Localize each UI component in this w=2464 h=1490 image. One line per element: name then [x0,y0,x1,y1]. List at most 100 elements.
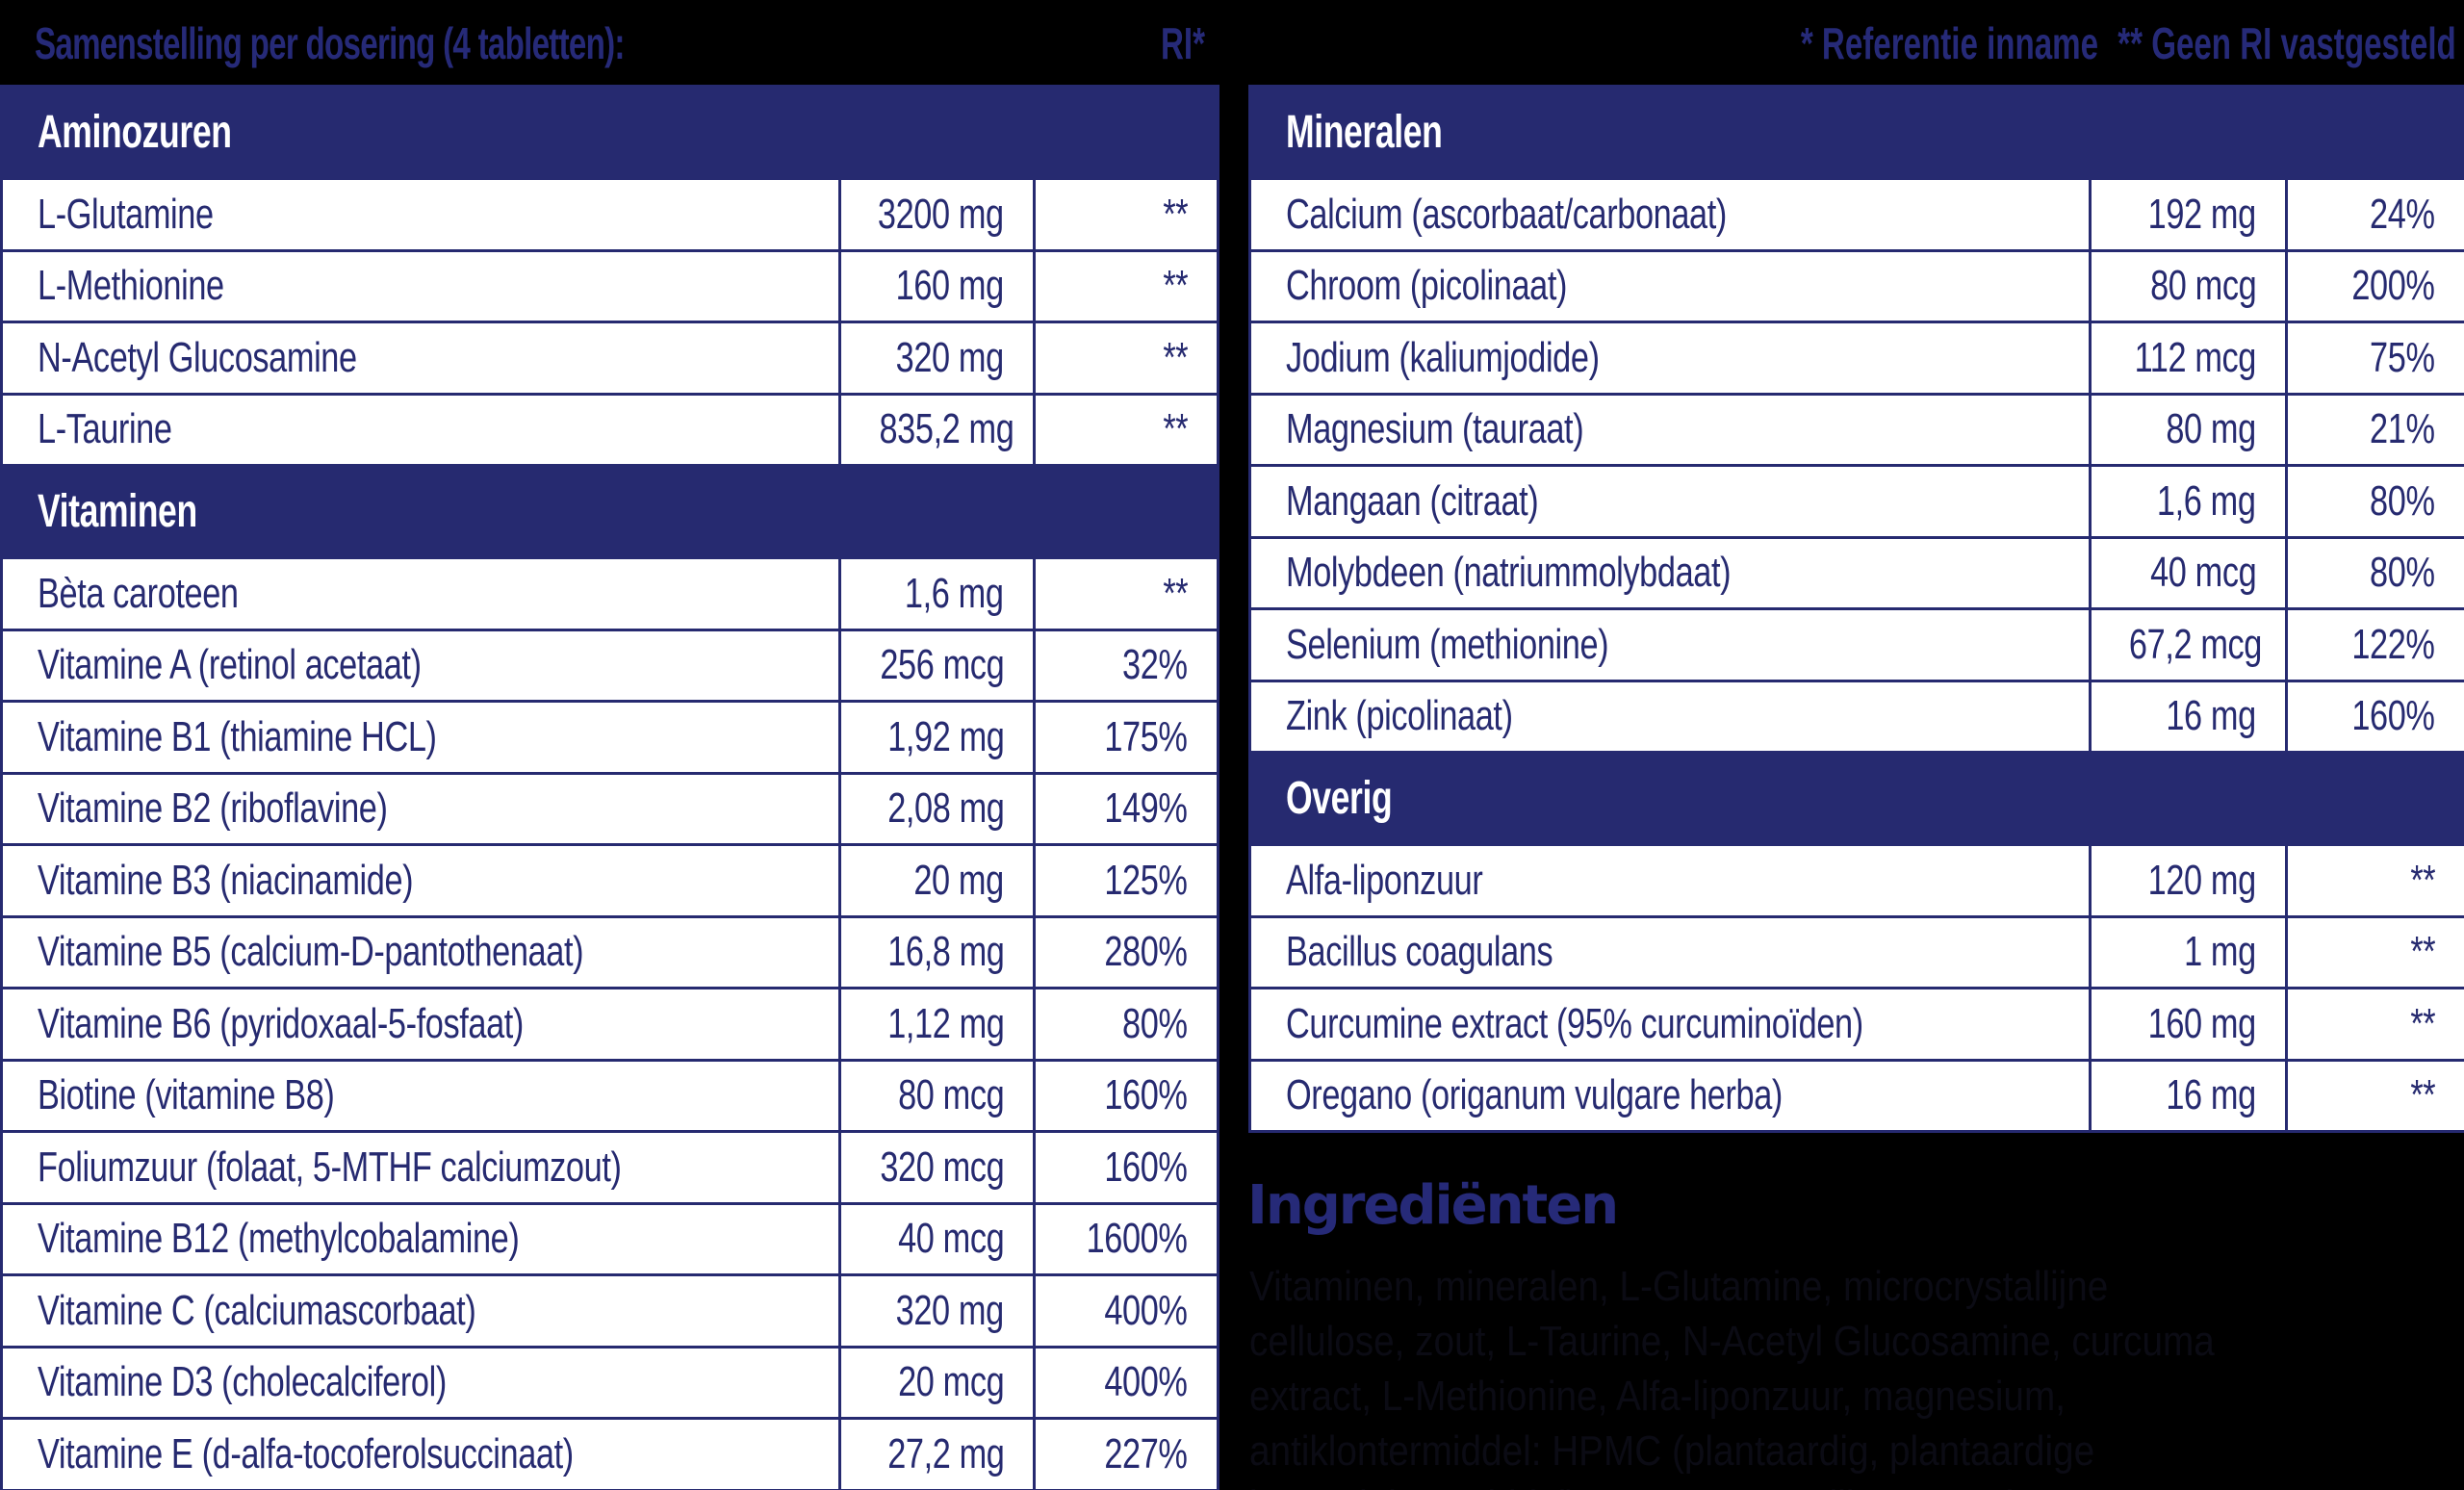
nutrient-name: Selenium (methionine) [1286,620,1609,668]
nutrient-ri: 125% [1104,856,1189,904]
nutrient-ri: 227% [1104,1429,1189,1477]
nutrient-amount-cell: 20 mg [838,843,1036,918]
nutrient-ri-cell: ** [1033,177,1219,252]
nutrient-ri: 75% [2370,333,2435,381]
nutrient-ri: 160% [1104,1071,1189,1119]
nutrient-ri: 200% [2351,262,2436,310]
nutrient-name-cell: Foliumzuur (folaat, 5-MTHF calciumzout) [0,1130,841,1205]
nutrient-name: Jodium (kaliumjodide) [1286,333,1600,381]
nutrient-amount: 112 mcg [2134,333,2257,381]
nutrient-ri-cell: 400% [1033,1345,1219,1420]
nutrient-amount-cell: 835,2 mg [838,392,1036,467]
nutrient-name: Oregano (origanum vulgare herba) [1286,1071,1783,1119]
nutrient-ri: 160% [2351,692,2436,740]
nutrient-ri-cell: 21% [2285,392,2464,467]
nutrient-ri: 24% [2370,190,2435,238]
nutrient-ri-cell: ** [1033,248,1219,323]
section-title: Vitaminen [38,486,197,537]
nutrient-amount: 16 mg [2166,692,2257,740]
nutrient-amount: 1,6 mg [905,569,1004,617]
nutrient-amount: 120 mg [2147,856,2257,904]
section-header-overig: Overig [1248,751,2464,846]
table-row: Vitamine B2 (riboflavine) 2,08 mg 149% [0,771,1219,846]
nutrient-ri-cell: ** [2285,987,2464,1062]
nutrient-ri: 175% [1104,712,1189,760]
table-row: Bacillus coagulans 1 mg ** [1248,914,2464,989]
nutrient-amount-cell: 1,92 mg [838,700,1036,775]
nutrient-ri-cell: 160% [1033,1058,1219,1133]
table-row: Biotine (vitamine B8) 80 mcg 160% [0,1058,1219,1133]
nutrient-amount: 320 mg [895,1286,1005,1334]
nutrient-name: Calcium (ascorbaat/carbonaat) [1286,190,1727,238]
nutrient-name-cell: Vitamine A (retinol acetaat) [0,628,841,703]
nutrient-amount-cell: 80 mcg [838,1058,1036,1133]
nutrient-name-cell: Vitamine B5 (calcium-D-pantothenaat) [0,914,841,989]
nutrient-ri: 280% [1104,928,1189,976]
nutrient-ri: 122% [2351,620,2436,668]
nutrient-name-cell: Calcium (ascorbaat/carbonaat) [1248,177,2092,252]
nutrient-name: Vitamine D3 (cholecalciferol) [38,1358,447,1406]
nutrient-name: Vitamine B2 (riboflavine) [38,784,388,833]
table-row: L-Glutamine 3200 mg ** [0,177,1219,252]
section-title: Aminozuren [38,107,232,158]
nutrient-name: Chroom (picolinaat) [1286,262,1568,310]
ri-column-heading: RI* [1161,18,1206,68]
nutrient-ri-cell: 175% [1033,700,1219,775]
nutrient-ri: 400% [1104,1358,1189,1406]
nutrient-name-cell: Vitamine B1 (thiamine HCL) [0,700,841,775]
nutrient-name: L-Glutamine [38,190,214,238]
nutrient-ri-cell: 122% [2285,607,2464,682]
nutrient-name: Mangaan (citraat) [1286,476,1539,525]
nutrient-ri: ** [1163,190,1188,238]
nutrient-amount-cell: 160 mg [2089,987,2288,1062]
left-nutrient-table: Aminozuren L-Glutamine 3200 mg ** L-Methioni… [0,85,1219,1490]
nutrient-ri: 160% [1104,1143,1189,1191]
table-row: Oregano (origanum vulgare herba) 16 mg ** [1248,1058,2464,1133]
table-row: L-Methionine 160 mg ** [0,248,1219,323]
nutrient-amount: 320 mg [895,333,1005,381]
table-row: Vitamine B1 (thiamine HCL) 1,92 mg 175% [0,700,1219,775]
nutrient-name-cell: Chroom (picolinaat) [1248,248,2092,323]
nutrient-name-cell: L-Methionine [0,248,841,323]
nutrient-name-cell: Molybdeen (natriummolybdaat) [1248,535,2092,610]
nutrient-amount-cell: 40 mcg [838,1201,1036,1276]
nutrient-name-cell: Vitamine B3 (niacinamide) [0,843,841,918]
nutrient-ri: 80% [2370,476,2435,525]
nutrient-name: N-Acetyl Glucosamine [38,333,357,381]
legend-reference-intake: * Referentie inname [1801,18,2099,68]
nutrient-amount-cell: 192 mg [2089,177,2288,252]
nutrient-name: Vitamine B1 (thiamine HCL) [38,712,437,760]
nutrient-ri: 1600% [1087,1215,1188,1263]
nutrient-amount-cell: 1,6 mg [838,556,1036,631]
nutrient-amount-cell: 3200 mg [838,177,1036,252]
section-header-vitaminen: Vitaminen [0,464,1219,559]
nutrient-name-cell: Curcumine extract (95% curcuminoïden) [1248,987,2092,1062]
nutrient-amount-cell: 1,6 mg [2089,464,2288,539]
nutrient-ri-cell: ** [1033,392,1219,467]
ingredients-heading: Ingrediënten [1247,1174,1619,1237]
nutrient-name-cell: Oregano (origanum vulgare herba) [1248,1058,2092,1133]
nutrient-ri-cell: ** [1033,556,1219,631]
nutrient-amount-cell: 16 mg [2089,679,2288,754]
nutrient-ri: ** [1163,333,1188,381]
nutrient-name-cell: Vitamine B12 (methylcobalamine) [0,1201,841,1276]
nutrient-amount: 256 mcg [880,641,1004,689]
table-row: Vitamine D3 (cholecalciferol) 20 mcg 400% [0,1345,1219,1420]
nutrient-ri-cell: 227% [1033,1417,1219,1490]
nutrient-ri-cell: 24% [2285,177,2464,252]
nutrient-name-cell: Vitamine B6 (pyridoxaal-5-fosfaat) [0,987,841,1062]
right-nutrient-table: Mineralen Calcium (ascorbaat/carbonaat) 19… [1248,85,2464,1133]
nutrient-amount-cell: 20 mcg [838,1345,1036,1420]
legend-no-ri: ** Geen RI vastgesteld [2118,18,2456,68]
table-row: Molybdeen (natriummolybdaat) 40 mcg 80% [1248,535,2464,610]
nutrient-name: Molybdeen (natriummolybdaat) [1286,549,1732,597]
legend: * Referentie inname ** Geen RI vastgestel… [1801,17,2456,69]
nutrient-amount-cell: 16,8 mg [838,914,1036,989]
nutrient-ri-cell: 80% [2285,464,2464,539]
table-row: Mangaan (citraat) 1,6 mg 80% [1248,464,2464,539]
nutrient-ri: 400% [1104,1286,1189,1334]
nutrient-amount: 40 mcg [897,1215,1005,1263]
nutrient-name: Vitamine B5 (calcium-D-pantothenaat) [38,928,584,976]
table-row: Vitamine B5 (calcium-D-pantothenaat) 16,8… [0,914,1219,989]
nutrient-name-cell: N-Acetyl Glucosamine [0,321,841,396]
